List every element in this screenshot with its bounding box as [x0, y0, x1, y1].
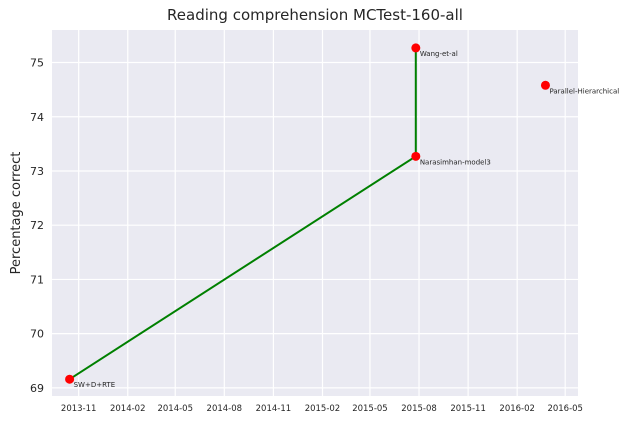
y-tick-label: 75	[30, 57, 44, 70]
y-ticks: 69 70 71 72 73 74 75	[30, 57, 44, 395]
x-tick-label: 2015-02	[305, 404, 341, 414]
x-tick-label: 2016-05	[547, 404, 583, 414]
x-tick-label: 2014-11	[256, 404, 292, 414]
x-tick-label: 2015-08	[401, 404, 437, 414]
x-tick-label: 2014-02	[110, 404, 146, 414]
point-label: Narasimhan-model3	[420, 158, 491, 166]
points: SW+D+RTE Narasimhan-model3 Wang-et-al Paral…	[65, 43, 619, 389]
y-axis-label: Percentage correct	[9, 152, 24, 275]
point-label: Parallel-Hierarchical	[549, 87, 619, 95]
y-tick-label: 73	[30, 165, 44, 178]
data-point	[411, 151, 421, 161]
x-tick-label: 2015-05	[352, 404, 388, 414]
grid	[52, 30, 578, 396]
point-label: Wang-et-al	[420, 50, 458, 58]
y-tick-label: 70	[30, 328, 44, 341]
y-tick-label: 71	[30, 273, 44, 286]
x-tick-label: 2013-11	[61, 404, 97, 414]
y-tick-label: 74	[30, 111, 44, 124]
x-tick-label: 2015-11	[450, 404, 486, 414]
x-tick-label: 2014-08	[207, 404, 243, 414]
data-point	[540, 80, 550, 90]
data-point	[65, 374, 75, 384]
x-tick-label: 2014-05	[157, 404, 193, 414]
point-label: SW+D+RTE	[74, 381, 116, 389]
x-tick-label: 2016-02	[499, 404, 535, 414]
y-tick-label: 69	[30, 382, 44, 395]
y-tick-label: 72	[30, 219, 44, 232]
data-point	[411, 43, 421, 53]
plot-background	[52, 30, 578, 396]
chart-title: Reading comprehension MCTest-160-all	[167, 6, 463, 24]
x-ticks: 2013-11 2014-02 2014-05 2014-08 2014-11 2015-…	[61, 404, 583, 414]
